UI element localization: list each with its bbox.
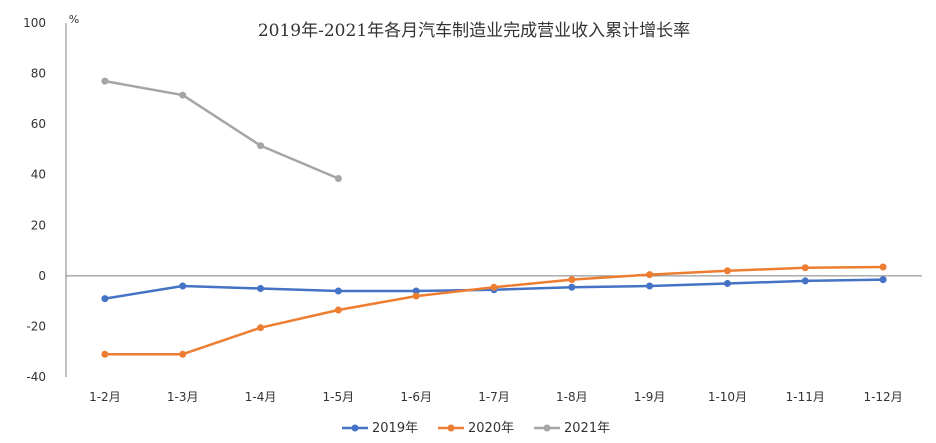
legend-item[interactable]: 2020年 <box>438 421 514 436</box>
x-tick-label: 1-9月 <box>634 390 666 404</box>
data-point[interactable] <box>879 263 887 271</box>
x-tick-label: 1-11月 <box>786 390 825 404</box>
legend-label: 2021年 <box>564 421 610 436</box>
legend-marker <box>543 424 551 432</box>
data-point[interactable] <box>646 282 654 290</box>
data-point[interactable] <box>801 277 809 285</box>
data-point[interactable] <box>101 77 109 85</box>
legend-label: 2020年 <box>468 421 514 436</box>
data-point[interactable] <box>334 175 342 183</box>
data-point[interactable] <box>179 282 187 290</box>
y-tick-label: 40 <box>31 168 46 182</box>
data-point[interactable] <box>412 287 420 295</box>
data-point[interactable] <box>101 295 109 303</box>
data-point[interactable] <box>334 287 342 295</box>
y-tick-label: -20 <box>26 319 46 333</box>
y-axis: 100 80 60 40 20 0 -20 -40 <box>23 16 67 384</box>
x-tick-label: 1-5月 <box>323 390 355 404</box>
legend-marker <box>351 424 359 432</box>
data-point[interactable] <box>490 283 498 291</box>
x-tick-label: 1-2月 <box>89 390 121 404</box>
legend[interactable]: 2019年 2020年 2021年 <box>342 421 610 436</box>
y-tick-label: 80 <box>31 67 46 81</box>
series-line <box>104 265 884 356</box>
data-point[interactable] <box>801 264 809 272</box>
x-tick-label: 1-8月 <box>556 390 588 404</box>
data-point[interactable] <box>723 267 731 275</box>
series-line <box>104 79 339 180</box>
legend-item[interactable]: 2019年 <box>342 421 418 436</box>
data-point[interactable] <box>257 142 265 150</box>
legend-label: 2019年 <box>372 421 418 436</box>
x-tick-label: 1-12月 <box>863 390 902 404</box>
series-layer <box>101 77 887 358</box>
data-point[interactable] <box>879 276 887 284</box>
x-tick-label: 1-7月 <box>478 390 510 404</box>
legend-marker <box>447 424 455 432</box>
x-tick-label: 1-10月 <box>708 390 747 404</box>
x-tick-label: 1-6月 <box>400 390 432 404</box>
y-tick-label: 100 <box>23 16 46 30</box>
series-2020年 <box>101 263 887 358</box>
data-point[interactable] <box>179 350 187 358</box>
x-tick-label: 1-4月 <box>245 390 277 404</box>
y-tick-label: -40 <box>26 370 46 384</box>
data-point[interactable] <box>334 306 342 314</box>
x-axis: 1-2月 1-3月 1-4月 1-5月 1-6月 1-7月 1-8月 1-9月 1-10月 1-1… <box>66 275 922 404</box>
y-tick-label: 0 <box>38 269 46 283</box>
data-point[interactable] <box>646 271 654 279</box>
data-point[interactable] <box>568 283 576 291</box>
series-2021年 <box>101 77 342 183</box>
x-tick-label: 1-3月 <box>167 390 199 404</box>
y-axis-unit-label: % <box>69 13 79 26</box>
chart-title: 2019年-2021年各月汽车制造业完成营业收入累计增长率 <box>258 21 690 41</box>
data-point[interactable] <box>179 91 187 99</box>
data-point[interactable] <box>257 324 265 332</box>
data-point[interactable] <box>568 276 576 284</box>
data-point[interactable] <box>101 350 109 358</box>
data-point[interactable] <box>257 285 265 292</box>
data-point[interactable] <box>723 279 731 287</box>
y-tick-label: 20 <box>31 218 46 232</box>
legend-item[interactable]: 2021年 <box>534 421 610 436</box>
y-tick-label: 60 <box>31 117 46 131</box>
data-point[interactable] <box>412 292 420 300</box>
